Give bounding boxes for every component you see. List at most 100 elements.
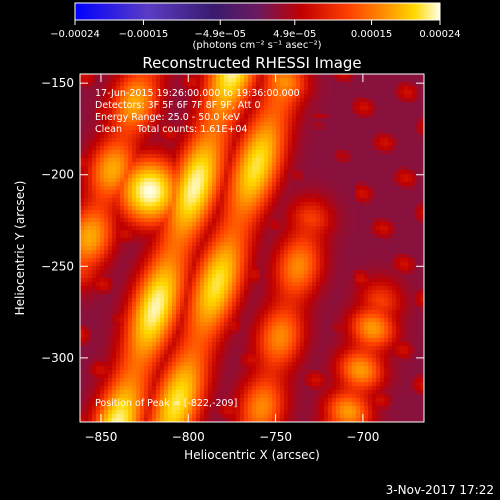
heatmap-pixel: [332, 214, 337, 219]
heatmap-pixel: [308, 162, 313, 167]
heatmap-pixel: [380, 270, 385, 275]
heatmap-pixel: [392, 98, 397, 103]
heatmap-pixel: [260, 178, 265, 183]
heatmap-pixel: [212, 222, 217, 227]
heatmap-pixel: [336, 150, 341, 155]
heatmap-pixel: [340, 298, 345, 303]
heatmap-pixel: [188, 186, 193, 191]
heatmap-pixel: [348, 202, 353, 207]
heatmap-pixel: [320, 158, 325, 163]
heatmap-pixel: [260, 122, 265, 127]
heatmap-pixel: [240, 202, 245, 207]
heatmap-pixel: [256, 146, 261, 151]
heatmap-pixel: [384, 130, 389, 135]
heatmap-pixel: [172, 218, 177, 223]
heatmap-pixel: [96, 130, 101, 135]
heatmap-pixel: [212, 166, 217, 171]
heatmap-pixel: [252, 154, 257, 159]
heatmap-pixel: [388, 174, 393, 179]
heatmap-pixel: [416, 210, 421, 215]
heatmap-pixel: [120, 170, 125, 175]
heatmap-pixel: [240, 126, 245, 131]
heatmap-pixel: [356, 178, 361, 183]
heatmap-pixel: [336, 98, 341, 103]
heatmap-pixel: [196, 98, 201, 103]
heatmap-pixel: [196, 202, 201, 207]
heatmap-pixel: [220, 222, 225, 227]
heatmap-pixel: [244, 138, 249, 143]
heatmap-pixel: [344, 266, 349, 271]
heatmap-pixel: [284, 150, 289, 155]
heatmap-pixel: [120, 142, 125, 147]
heatmap-pixel: [356, 230, 361, 235]
heatmap-pixel: [412, 266, 417, 271]
heatmap-pixel: [332, 98, 337, 103]
heatmap-pixel: [88, 82, 93, 87]
heatmap-pixel: [392, 290, 397, 295]
heatmap-pixel: [188, 214, 193, 219]
heatmap-pixel: [360, 122, 365, 127]
heatmap-pixel: [88, 294, 93, 299]
heatmap-pixel: [396, 98, 401, 103]
heatmap-pixel: [216, 82, 221, 87]
heatmap-pixel: [416, 198, 421, 203]
heatmap-pixel: [248, 78, 253, 83]
heatmap-pixel: [260, 302, 265, 307]
heatmap-pixel: [128, 246, 133, 251]
heatmap-pixel: [152, 290, 157, 295]
heatmap-pixel: [180, 138, 185, 143]
heatmap-pixel: [216, 286, 221, 291]
heatmap-pixel: [316, 110, 321, 115]
heatmap-pixel: [100, 250, 105, 255]
heatmap-pixel: [92, 158, 97, 163]
heatmap-pixel: [312, 134, 317, 139]
heatmap-pixel: [288, 222, 293, 227]
heatmap-pixel: [200, 270, 205, 275]
heatmap-pixel: [88, 278, 93, 283]
heatmap-pixel: [372, 262, 377, 267]
heatmap-pixel: [400, 122, 405, 127]
heatmap-pixel: [200, 154, 205, 159]
heatmap-pixel: [368, 106, 373, 111]
heatmap-pixel: [216, 158, 221, 163]
heatmap-pixel: [328, 278, 333, 283]
heatmap-pixel: [400, 258, 405, 263]
heatmap-pixel: [256, 130, 261, 135]
heatmap-pixel: [416, 294, 421, 299]
heatmap-pixel: [392, 130, 397, 135]
heatmap-pixel: [264, 130, 269, 135]
heatmap-pixel: [220, 130, 225, 135]
heatmap-pixel: [300, 138, 305, 143]
heatmap-pixel: [288, 98, 293, 103]
heatmap-pixel: [388, 290, 393, 295]
heatmap-pixel: [372, 298, 377, 303]
heatmap-pixel: [112, 266, 117, 271]
heatmap-pixel: [168, 138, 173, 143]
heatmap-pixel: [412, 190, 417, 195]
heatmap-pixel: [404, 126, 409, 131]
heatmap-pixel: [288, 302, 293, 307]
heatmap-pixel: [184, 246, 189, 251]
heatmap-pixel: [308, 166, 313, 171]
heatmap-pixel: [132, 250, 137, 255]
heatmap-pixel: [120, 194, 125, 199]
heatmap-pixel: [420, 118, 424, 123]
heatmap-pixel: [252, 258, 257, 263]
heatmap-pixel: [208, 210, 213, 215]
heatmap-pixel: [252, 198, 257, 203]
heatmap-pixel: [144, 182, 149, 187]
heatmap-pixel: [120, 198, 125, 203]
heatmap-pixel: [116, 90, 121, 95]
heatmap-pixel: [184, 278, 189, 283]
heatmap-pixel: [344, 110, 349, 115]
heatmap-pixel: [108, 266, 113, 271]
heatmap-pixel: [204, 254, 209, 259]
heatmap-pixel: [248, 94, 253, 99]
heatmap-pixel: [228, 158, 233, 163]
heatmap-pixel: [128, 190, 133, 195]
heatmap-pixel: [232, 158, 237, 163]
heatmap-pixel: [120, 86, 125, 91]
heatmap-pixel: [280, 126, 285, 131]
heatmap-pixel: [260, 98, 265, 103]
heatmap-pixel: [132, 230, 137, 235]
